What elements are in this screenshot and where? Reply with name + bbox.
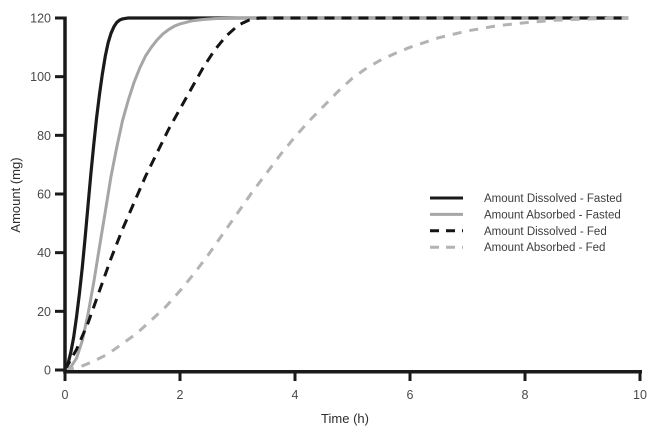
legend-item: Amount Absorbed - Fed — [430, 242, 605, 254]
legend-item: Amount Dissolved - Fed — [430, 226, 607, 238]
curves-layer — [63, 16, 629, 372]
series-line-amount-absorbed-fasted — [64, 16, 629, 372]
x-tick-label: 4 — [292, 388, 299, 402]
legend-label: Amount Dissolved - Fed — [484, 226, 607, 238]
x-tick-label: 0 — [62, 388, 69, 402]
x-axis-title: Time (h) — [321, 411, 369, 426]
y-tick-label: 60 — [37, 188, 51, 202]
y-tick-label: 80 — [37, 129, 51, 143]
y-tick-label: 40 — [37, 246, 51, 260]
x-tick-label: 8 — [522, 388, 529, 402]
legend-item: Amount Absorbed - Fasted — [430, 209, 621, 221]
series-line-amount-absorbed-fed — [64, 16, 629, 372]
y-tick-label: 100 — [30, 70, 51, 84]
y-tick-label: 20 — [37, 305, 51, 319]
y-tick-label: 120 — [30, 12, 51, 26]
x-tick-label: 10 — [633, 388, 647, 402]
legend: Amount Dissolved - Fasted Amount Absorbed… — [430, 193, 622, 254]
legend-label: Amount Absorbed - Fed — [484, 242, 605, 254]
legend-label: Amount Absorbed - Fasted — [484, 209, 621, 221]
y-axis-title: Amount (mg) — [8, 157, 23, 232]
legend-label: Amount Dissolved - Fasted — [484, 193, 622, 205]
y-tick-label: 0 — [44, 364, 51, 378]
legend-item: Amount Dissolved - Fasted — [430, 193, 622, 205]
x-tick-label: 6 — [407, 388, 414, 402]
x-tick-label: 2 — [177, 388, 184, 402]
